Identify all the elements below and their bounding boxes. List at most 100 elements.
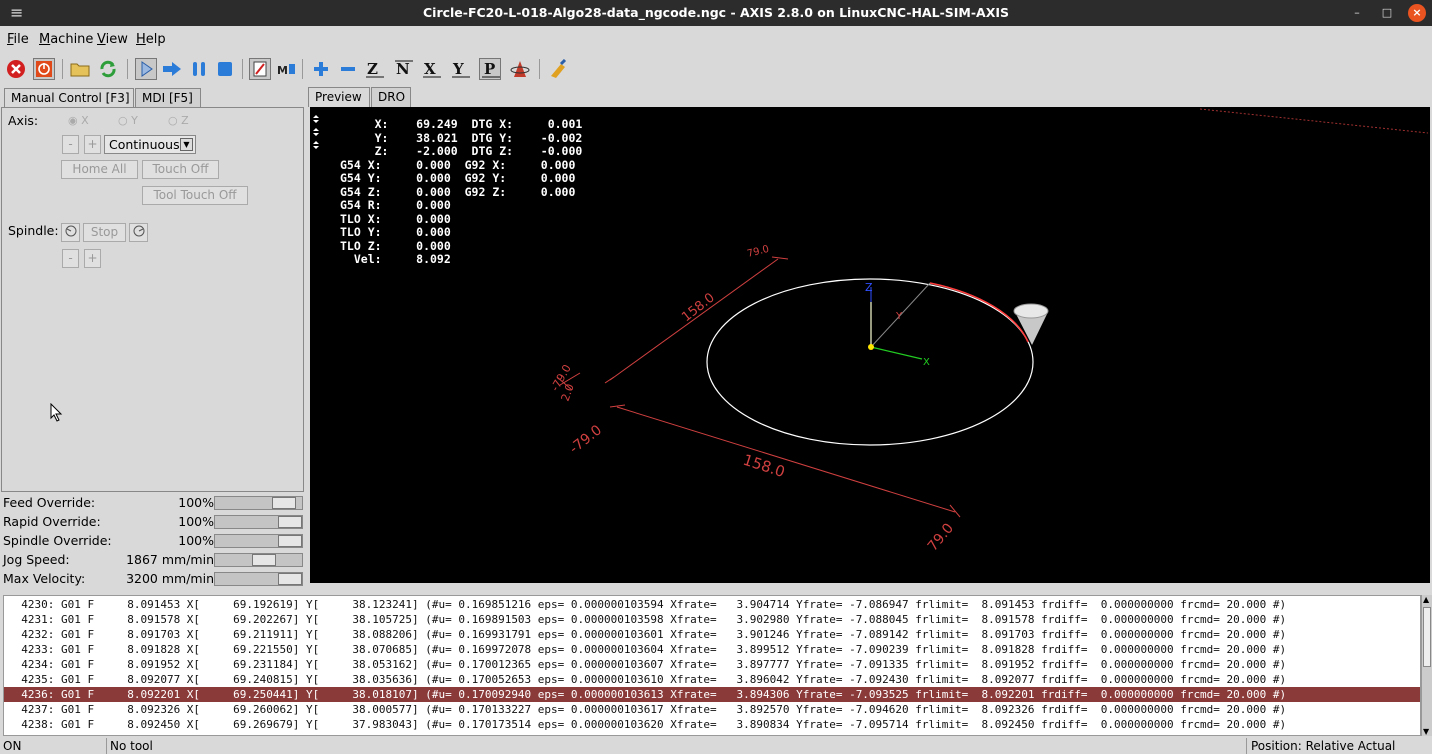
gcode-scrollbar[interactable]: ▲ ▼ — [1421, 595, 1432, 736]
status-position: Position: Relative Actual — [1251, 739, 1396, 753]
view-x-icon[interactable]: X — [421, 58, 443, 80]
maximize-icon[interactable]: □ — [1381, 6, 1393, 19]
rapid-override-label: Rapid Override: — [3, 514, 101, 529]
slider-knob[interactable] — [278, 535, 302, 547]
menubar: File Machine View Help — [0, 28, 1432, 52]
slider-knob[interactable] — [278, 573, 302, 585]
rapid-override-slider[interactable] — [214, 515, 303, 529]
tab-preview[interactable]: Preview — [308, 87, 370, 107]
estop-icon[interactable] — [5, 58, 27, 80]
slider-knob[interactable] — [272, 497, 296, 509]
view-y-icon[interactable]: Y — [450, 58, 472, 80]
view-z-icon[interactable]: Z — [364, 58, 386, 80]
window-menu-icon[interactable]: ≡ — [10, 3, 24, 22]
slider-knob[interactable] — [252, 554, 276, 566]
max-velocity-label: Max Velocity: — [3, 571, 86, 586]
dro-row: Z: -2.000 DTG Z: -0.000 — [340, 144, 583, 158]
toolbar-separator — [127, 59, 128, 79]
dro-row: TLO X: 0.000 — [340, 211, 451, 226]
pause-icon[interactable] — [188, 58, 210, 80]
slider-knob[interactable] — [278, 516, 302, 528]
optional-stop-icon[interactable]: M1 — [275, 58, 297, 80]
rotate-view-icon[interactable] — [509, 58, 531, 80]
menu-file[interactable]: File — [7, 32, 29, 47]
svg-text:N: N — [396, 60, 410, 78]
jog-speed-slider[interactable] — [214, 553, 303, 567]
dro-row: G54 Z: 0.000 G92 Z: 0.000 — [340, 184, 576, 199]
home-all-button[interactable]: Home All — [61, 160, 138, 179]
spindle-override-slider[interactable] — [214, 534, 303, 548]
max-velocity-slider[interactable] — [214, 572, 303, 586]
block-delete-icon[interactable] — [249, 58, 271, 80]
tool-touch-off-button[interactable]: Tool Touch Off — [142, 186, 248, 205]
menu-view[interactable]: View — [97, 32, 128, 47]
dro-row: Vel: 8.092 — [340, 252, 451, 266]
scrollbar-thumb[interactable] — [1423, 607, 1431, 667]
gcode-line[interactable]: 4232: G01 F 8.091703 X[ 69.211911] Y[ 38… — [8, 628, 1287, 641]
gcode-line-current[interactable]: 4236: G01 F 8.092201 X[ 69.250441] Y[ 38… — [4, 687, 1420, 702]
spindle-slower-button[interactable]: - — [62, 249, 79, 268]
dim-label-z2: 2.0 — [559, 382, 577, 403]
gcode-line[interactable]: 4234: G01 F 8.091952 X[ 69.231184] Y[ 38… — [8, 658, 1287, 671]
jog-speed-label: Jog Speed: — [3, 552, 70, 567]
spindle-ccw-button[interactable] — [61, 223, 80, 242]
toolbar-separator — [302, 59, 303, 79]
axis-radio-y[interactable]: ○ Y — [118, 114, 138, 127]
spindle-stop-button[interactable]: Stop — [83, 223, 126, 242]
axis-radio-x-label: X — [81, 114, 89, 127]
gcode-line[interactable]: 4231: G01 F 8.091578 X[ 69.202267] Y[ 38… — [8, 613, 1287, 626]
feed-override-slider[interactable] — [214, 496, 303, 510]
machine-power-icon[interactable] — [33, 58, 55, 80]
jog-speed-value: 1867 mm/min — [126, 552, 214, 567]
chevron-down-icon: ▼ — [180, 138, 193, 151]
dro-row: TLO Z: 0.000 — [340, 238, 451, 253]
spindle-cw-button[interactable] — [129, 223, 148, 242]
menu-help[interactable]: Help — [136, 32, 166, 47]
scroll-up-icon[interactable]: ▲ — [1423, 595, 1430, 604]
svg-text:Y: Y — [452, 60, 464, 78]
axis-radio-z-label: Z — [181, 114, 189, 127]
gcode-line[interactable]: 4230: G01 F 8.091453 X[ 69.192619] Y[ 38… — [8, 598, 1287, 611]
gcode-line[interactable]: 4233: G01 F 8.091828 X[ 69.221550] Y[ 38… — [8, 643, 1287, 656]
gcode-listing[interactable]: 4230: G01 F 8.091453 X[ 69.192619] Y[ 38… — [3, 595, 1421, 736]
zoom-out-icon[interactable] — [337, 58, 359, 80]
axis-radio-x[interactable]: ◉ X — [68, 114, 89, 127]
touch-off-button[interactable]: Touch Off — [142, 160, 219, 179]
jog-minus-button[interactable]: - — [62, 135, 79, 154]
step-icon[interactable] — [161, 58, 183, 80]
clear-backplot-icon[interactable] — [547, 58, 569, 80]
menu-machine[interactable]: Machine — [39, 32, 94, 47]
jog-plus-button[interactable]: + — [84, 135, 101, 154]
view-z2-icon[interactable]: N — [393, 58, 415, 80]
dim-line-z — [556, 376, 573, 391]
spindle-override-row: Spindle Override: 100% — [0, 532, 306, 550]
axis-radio-z[interactable]: ○ Z — [168, 114, 189, 127]
reload-icon[interactable] — [97, 58, 119, 80]
toolbar-separator — [242, 59, 243, 79]
tab-dro[interactable]: DRO — [371, 87, 411, 107]
gcode-line[interactable]: 4237: G01 F 8.092326 X[ 69.260062] Y[ 38… — [8, 703, 1287, 716]
view-perspective-icon[interactable]: P — [479, 58, 501, 80]
close-icon[interactable]: × — [1408, 4, 1426, 22]
zoom-in-icon[interactable] — [310, 58, 332, 80]
dro-row: X: 69.249 DTG X: 0.001 — [340, 117, 583, 131]
homed-marker-y — [313, 128, 319, 136]
minimize-icon[interactable]: – — [1354, 6, 1360, 19]
rapid-override-row: Rapid Override: 100% — [0, 513, 306, 531]
tab-manual-control[interactable]: Manual Control [F3] — [4, 88, 134, 108]
spindle-faster-button[interactable]: + — [84, 249, 101, 268]
gcode-line[interactable]: 4235: G01 F 8.092077 X[ 69.240815] Y[ 38… — [8, 673, 1287, 686]
toolbar-separator — [62, 59, 63, 79]
run-icon[interactable] — [135, 58, 157, 80]
axis-label-z: Z — [865, 281, 873, 294]
toolpath-circle — [706, 278, 1034, 446]
scroll-down-icon[interactable]: ▼ — [1423, 727, 1430, 736]
open-file-icon[interactable] — [69, 58, 91, 80]
jog-increment-select[interactable]: Continuous ▼ — [104, 135, 196, 154]
feed-override-value: 100% — [178, 495, 214, 510]
gcode-line[interactable]: 4238: G01 F 8.092450 X[ 69.269679] Y[ 37… — [8, 718, 1287, 731]
stop-icon[interactable] — [214, 58, 236, 80]
preview-canvas[interactable]: 158.0 79.0 -79.0 158.0 79.0 -79.0 2.0 X … — [310, 107, 1430, 583]
tab-mdi[interactable]: MDI [F5] — [135, 88, 201, 108]
svg-text:Z: Z — [367, 60, 378, 78]
